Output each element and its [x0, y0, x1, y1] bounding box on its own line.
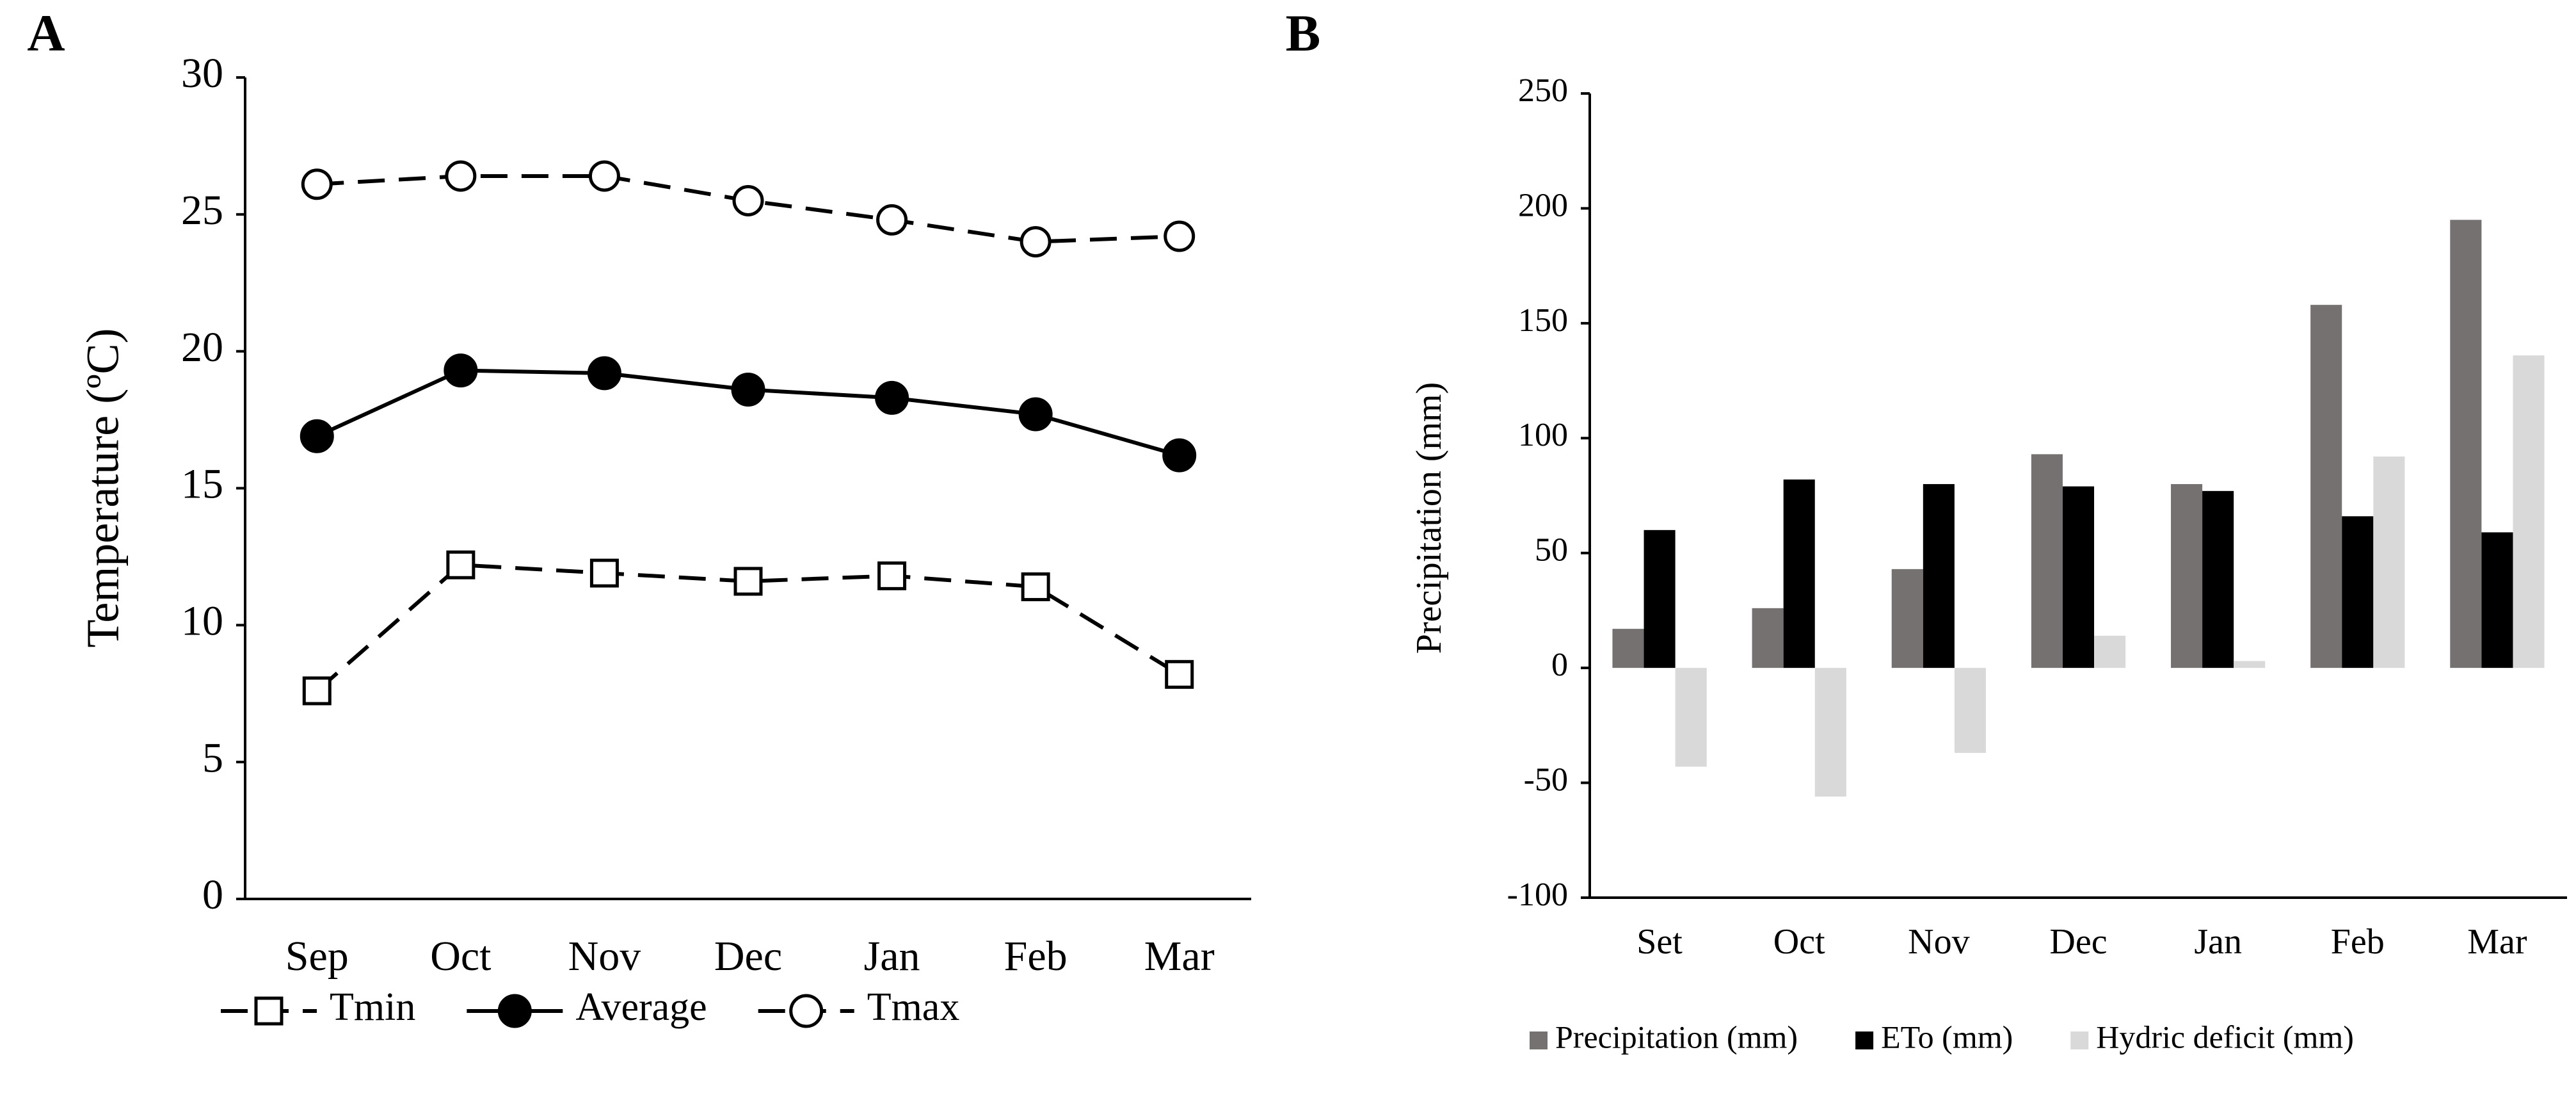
x-tick-label: Mar	[1144, 933, 1215, 980]
y-tick-label: 30	[181, 50, 223, 97]
y-tick-label: -50	[1524, 762, 1568, 798]
bar	[2310, 305, 2342, 668]
y-tick-label: 0	[1551, 647, 1568, 683]
x-tick-label: Nov	[1908, 922, 1969, 962]
marker	[301, 168, 333, 200]
bar	[2171, 484, 2203, 668]
bar	[2202, 490, 2234, 668]
marker	[877, 561, 907, 590]
x-tick-label: Dec	[714, 933, 782, 980]
marker	[588, 160, 620, 192]
y-tick-label: 10	[181, 597, 223, 644]
marker	[446, 550, 476, 579]
marker	[1020, 226, 1052, 258]
legend-swatch	[1530, 1031, 1548, 1049]
legend-swatch	[1855, 1031, 1874, 1049]
legend-label: Hydric deficit (mm)	[2096, 1019, 2354, 1055]
legend-swatch	[2070, 1031, 2089, 1049]
x-tick-label: Dec	[2049, 922, 2107, 962]
x-tick-label: Nov	[568, 933, 641, 980]
marker	[875, 380, 909, 415]
y-tick-label: 20	[181, 324, 223, 371]
x-tick-label: Feb	[1004, 933, 1068, 980]
legend-marker	[497, 994, 532, 1028]
x-tick-label: Feb	[2331, 922, 2385, 962]
bar	[1783, 479, 1815, 668]
bar	[2481, 532, 2513, 668]
legend-label: Average	[575, 985, 707, 1029]
marker	[731, 373, 765, 407]
legend-marker	[789, 994, 824, 1028]
bar	[2513, 355, 2545, 668]
x-tick-label: Set	[1636, 922, 1683, 962]
legend-marker	[254, 996, 284, 1026]
marker	[1162, 438, 1197, 473]
y-axis-title: Temperature (ºC)	[77, 328, 129, 647]
x-tick-label: Oct	[430, 933, 491, 980]
bar	[1954, 668, 1986, 753]
legend-label: Tmax	[867, 985, 960, 1029]
y-tick-label: -100	[1507, 877, 1568, 913]
bar	[1612, 629, 1644, 668]
marker	[445, 160, 477, 192]
y-tick-label: 25	[181, 187, 223, 234]
x-tick-label: Jan	[864, 933, 920, 980]
panel-label: A	[27, 4, 65, 62]
bar	[2373, 456, 2405, 668]
marker	[302, 676, 332, 706]
marker	[732, 184, 764, 216]
bar	[1644, 530, 1676, 668]
x-tick-label: Mar	[2467, 922, 2527, 962]
y-tick-label: 0	[202, 871, 223, 918]
marker	[876, 204, 908, 236]
panel-label: B	[1286, 4, 1321, 62]
legend-label: Precipitation (mm)	[1555, 1019, 1798, 1055]
x-tick-label: Sep	[285, 933, 349, 980]
bar	[1923, 484, 1955, 668]
marker	[1021, 572, 1050, 601]
y-tick-label: 150	[1518, 302, 1568, 339]
marker	[444, 353, 478, 388]
y-tick-label: 200	[1518, 187, 1568, 223]
bar	[2450, 220, 2482, 668]
bar	[2234, 661, 2266, 668]
bar	[2031, 454, 2063, 668]
x-tick-label: Oct	[1773, 922, 1825, 962]
bar	[2342, 516, 2374, 668]
marker	[300, 419, 334, 453]
legend-label: Tmin	[330, 985, 415, 1029]
marker	[589, 558, 619, 588]
marker	[1165, 659, 1194, 689]
legend-label: ETo (mm)	[1881, 1019, 2013, 1055]
marker	[587, 356, 621, 391]
bar	[1814, 668, 1846, 797]
y-tick-label: 50	[1535, 532, 1568, 569]
y-axis-title: Precipitation (mm)	[1409, 382, 1449, 654]
marker	[1164, 220, 1196, 252]
bar	[2062, 486, 2095, 668]
bar	[1752, 608, 1784, 668]
y-tick-label: 100	[1518, 417, 1568, 453]
marker	[1018, 397, 1053, 432]
y-tick-label: 5	[202, 734, 223, 781]
bar	[1675, 668, 1707, 767]
bar	[1891, 569, 1923, 668]
y-tick-label: 250	[1518, 72, 1568, 109]
y-tick-label: 15	[181, 461, 223, 508]
x-tick-label: Jan	[2194, 922, 2242, 962]
bar	[2094, 635, 2126, 668]
marker	[733, 567, 763, 596]
